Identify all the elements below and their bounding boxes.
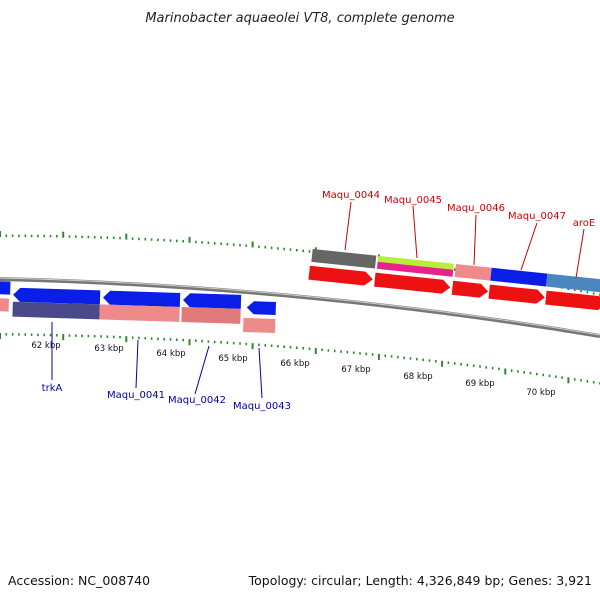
feature-maqu-0042-protein[interactable]: [181, 307, 241, 324]
feature-maqu-0042-cds[interactable]: [183, 293, 242, 309]
kbp-label: 69 kbp: [465, 379, 494, 389]
tick-marks-bottom: [0, 333, 600, 385]
feature-maqu-0044-cds[interactable]: [308, 265, 373, 287]
gene-label-maqu-0044[interactable]: Maqu_0044: [322, 190, 380, 201]
reverse-gene-labels: trkA Maqu_0041 Maqu_0042 Maqu_0043: [42, 322, 291, 412]
feature-maqu-0046-protein[interactable]: [454, 263, 492, 281]
reverse-strand-track: [0, 281, 277, 333]
gene-leader-line: [344, 201, 352, 251]
gene-label-trka[interactable]: trkA: [42, 383, 63, 394]
feature-maqu-0044-protein[interactable]: [311, 248, 377, 269]
gene-label-maqu-0041[interactable]: Maqu_0041: [107, 390, 165, 401]
feature-maqu-0041-protein[interactable]: [99, 304, 180, 322]
feature-trka-protein-b[interactable]: [12, 301, 100, 320]
gene-label-aroe[interactable]: aroE: [573, 218, 595, 229]
genome-backbone-highlight: [0, 277, 600, 336]
gene-label-maqu-0047[interactable]: Maqu_0047: [508, 211, 566, 222]
feature-trka-cds-a[interactable]: [0, 281, 11, 295]
feature-trka-protein-a[interactable]: [0, 298, 9, 312]
feature-maqu-0045-misc[interactable]: [376, 261, 454, 277]
kbp-label: 65 kbp: [218, 354, 247, 364]
gene-leader-line: [135, 339, 139, 389]
feature-maqu-0043-protein[interactable]: [243, 317, 276, 333]
map-title: Marinobacter aquaeolei VT8, complete gen…: [145, 11, 454, 26]
gene-label-maqu-0042[interactable]: Maqu_0042: [168, 395, 226, 406]
gene-leader-line: [412, 205, 418, 259]
feature-maqu-0043-cds[interactable]: [246, 301, 277, 315]
forward-gene-labels: Maqu_0044 Maqu_0045 Maqu_0046 Maqu_0047 …: [322, 190, 595, 279]
feature-maqu-0046-cds[interactable]: [451, 280, 489, 299]
feature-maqu-0041-cds[interactable]: [103, 290, 181, 307]
feature-aroe-protein[interactable]: [546, 273, 600, 294]
forward-strand-track: [308, 248, 600, 311]
gene-leader-line: [520, 222, 538, 271]
genome-summary-text: Topology: circular; Length: 4,326,849 bp…: [248, 573, 592, 588]
gene-leader-line: [194, 345, 210, 395]
feature-maqu-0045-protein[interactable]: [377, 255, 454, 270]
kbp-label: 63 kbp: [94, 344, 123, 354]
feature-trka-cds-b[interactable]: [13, 287, 101, 305]
feature-maqu-0045-cds[interactable]: [374, 272, 451, 295]
kbp-label: 68 kbp: [403, 372, 432, 382]
gene-label-maqu-0045[interactable]: Maqu_0045: [384, 195, 442, 206]
feature-maqu-0047-cds[interactable]: [488, 284, 545, 305]
gene-leader-line: [258, 347, 263, 399]
kbp-labels: 62 kbp 63 kbp 64 kbp 65 kbp 66 kbp 67 kb…: [31, 341, 555, 398]
kbp-label: 62 kbp: [31, 341, 60, 351]
kbp-label: 66 kbp: [280, 359, 309, 369]
feature-maqu-0047-protein[interactable]: [490, 267, 548, 287]
gene-leader-line: [575, 228, 585, 279]
kbp-label: 70 kbp: [526, 388, 555, 398]
feature-aroe-cds[interactable]: [545, 290, 600, 311]
genome-backbone: [0, 277, 600, 338]
tick-marks-top: [0, 231, 600, 296]
gene-label-maqu-0043[interactable]: Maqu_0043: [233, 401, 291, 412]
gene-leader-line: [473, 214, 477, 266]
gene-label-maqu-0046[interactable]: Maqu_0046: [447, 203, 505, 214]
accession-text: Accession: NC_008740: [8, 573, 150, 588]
kbp-label: 67 kbp: [341, 365, 370, 375]
kbp-label: 64 kbp: [156, 349, 185, 359]
